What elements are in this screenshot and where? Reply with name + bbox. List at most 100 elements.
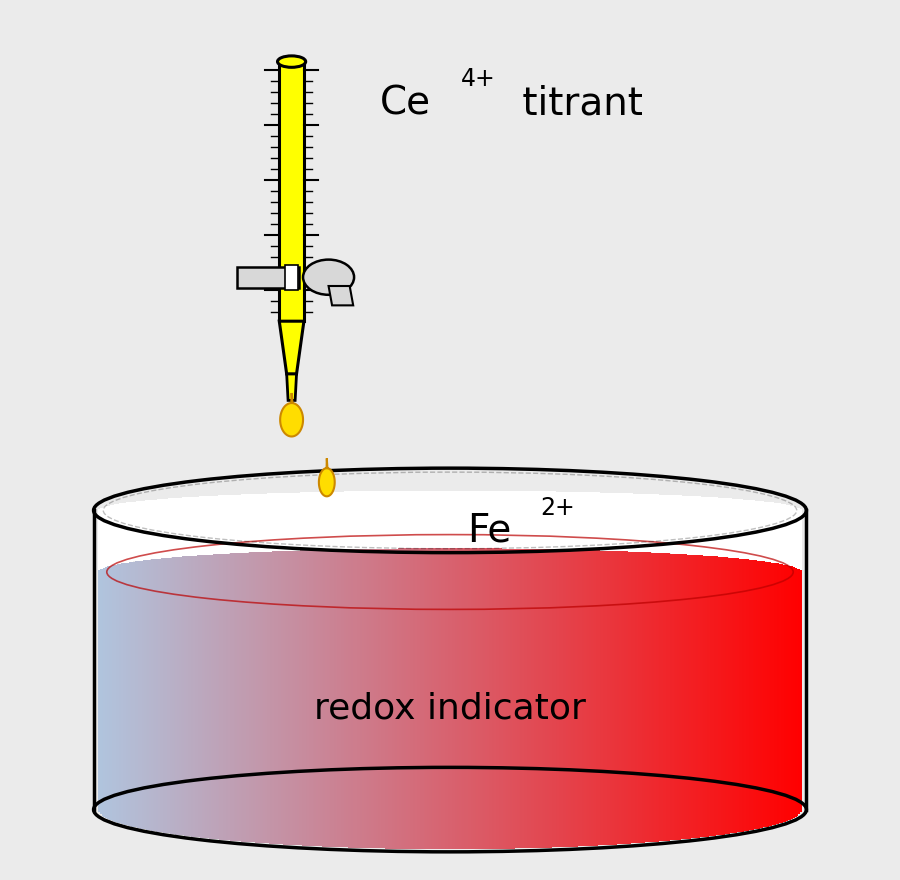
- Polygon shape: [341, 549, 343, 847]
- Polygon shape: [183, 556, 184, 835]
- Polygon shape: [104, 568, 105, 817]
- Polygon shape: [218, 554, 220, 840]
- Polygon shape: [335, 492, 338, 549]
- Polygon shape: [450, 548, 452, 849]
- Polygon shape: [461, 548, 463, 849]
- Polygon shape: [232, 495, 234, 554]
- Polygon shape: [230, 495, 232, 554]
- Polygon shape: [714, 556, 716, 836]
- Polygon shape: [249, 553, 251, 842]
- Polygon shape: [198, 555, 200, 838]
- Polygon shape: [547, 549, 549, 847]
- Polygon shape: [408, 548, 410, 849]
- Polygon shape: [455, 548, 457, 849]
- Polygon shape: [387, 491, 389, 548]
- Polygon shape: [138, 501, 140, 561]
- Polygon shape: [180, 497, 183, 557]
- Polygon shape: [371, 549, 373, 848]
- Polygon shape: [320, 550, 321, 847]
- Polygon shape: [399, 548, 400, 849]
- Polygon shape: [791, 567, 793, 818]
- Polygon shape: [205, 555, 207, 838]
- Polygon shape: [308, 550, 310, 846]
- Polygon shape: [505, 548, 507, 848]
- Polygon shape: [615, 493, 616, 551]
- Polygon shape: [190, 556, 192, 836]
- Polygon shape: [513, 548, 515, 848]
- Polygon shape: [233, 554, 235, 841]
- Polygon shape: [438, 491, 441, 548]
- Polygon shape: [292, 493, 295, 551]
- Polygon shape: [161, 499, 164, 558]
- Polygon shape: [172, 557, 174, 834]
- Polygon shape: [663, 554, 665, 841]
- Polygon shape: [751, 560, 752, 830]
- Polygon shape: [621, 551, 623, 844]
- Polygon shape: [492, 491, 495, 548]
- Polygon shape: [413, 548, 415, 849]
- Polygon shape: [400, 548, 402, 849]
- Polygon shape: [529, 549, 531, 848]
- Polygon shape: [566, 550, 568, 847]
- Polygon shape: [339, 492, 342, 549]
- Polygon shape: [154, 500, 157, 559]
- Polygon shape: [113, 565, 115, 822]
- Polygon shape: [260, 552, 262, 843]
- Polygon shape: [689, 554, 691, 839]
- Polygon shape: [594, 550, 596, 846]
- Polygon shape: [770, 502, 771, 562]
- Polygon shape: [130, 562, 131, 826]
- Polygon shape: [152, 500, 154, 559]
- Polygon shape: [619, 493, 621, 551]
- Polygon shape: [183, 497, 184, 556]
- Polygon shape: [111, 566, 112, 820]
- Polygon shape: [561, 492, 562, 549]
- Polygon shape: [279, 493, 281, 551]
- Polygon shape: [783, 564, 785, 822]
- Polygon shape: [572, 492, 574, 550]
- Polygon shape: [531, 549, 533, 848]
- Polygon shape: [419, 491, 422, 548]
- Polygon shape: [504, 491, 507, 548]
- Polygon shape: [265, 494, 267, 552]
- Polygon shape: [370, 491, 373, 549]
- Polygon shape: [480, 548, 482, 849]
- Polygon shape: [544, 491, 546, 549]
- Polygon shape: [323, 550, 325, 847]
- Polygon shape: [181, 557, 183, 835]
- Polygon shape: [675, 495, 678, 554]
- Polygon shape: [570, 550, 572, 847]
- Polygon shape: [199, 496, 202, 555]
- Polygon shape: [656, 495, 659, 553]
- Polygon shape: [558, 492, 561, 549]
- Polygon shape: [688, 554, 689, 839]
- Polygon shape: [781, 504, 783, 564]
- Polygon shape: [642, 552, 643, 843]
- Polygon shape: [156, 559, 158, 832]
- Polygon shape: [149, 560, 151, 831]
- Polygon shape: [697, 555, 698, 838]
- Polygon shape: [129, 502, 130, 562]
- Polygon shape: [139, 561, 140, 828]
- Polygon shape: [186, 556, 188, 836]
- Polygon shape: [402, 548, 404, 849]
- Polygon shape: [643, 494, 644, 552]
- Polygon shape: [590, 492, 593, 550]
- Polygon shape: [628, 494, 631, 552]
- Polygon shape: [292, 551, 293, 845]
- Polygon shape: [284, 493, 285, 551]
- Polygon shape: [98, 509, 100, 570]
- Polygon shape: [207, 554, 209, 839]
- Polygon shape: [429, 491, 431, 548]
- Polygon shape: [554, 492, 555, 549]
- Polygon shape: [319, 492, 321, 550]
- Polygon shape: [310, 492, 311, 550]
- Polygon shape: [323, 492, 326, 550]
- Polygon shape: [348, 549, 350, 847]
- Polygon shape: [776, 563, 778, 825]
- Polygon shape: [612, 493, 615, 551]
- Polygon shape: [330, 550, 332, 847]
- Polygon shape: [304, 550, 306, 846]
- Polygon shape: [211, 495, 213, 554]
- Polygon shape: [737, 558, 739, 832]
